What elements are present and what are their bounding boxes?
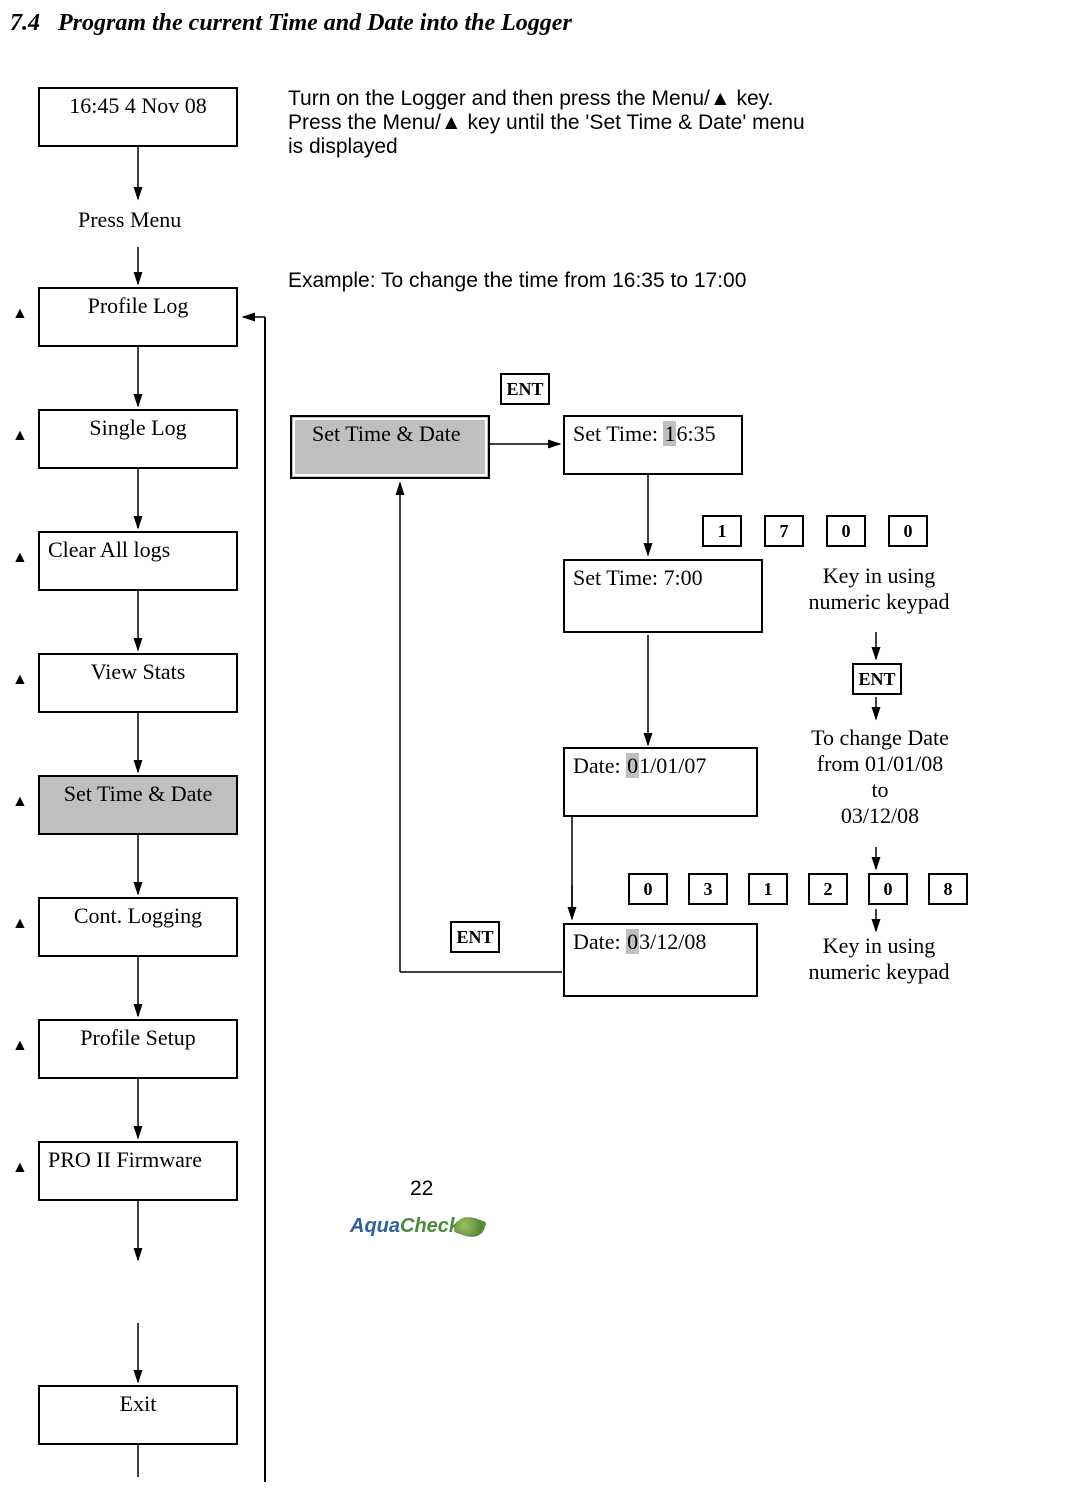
label-keyin-1: Key in usingnumeric keypad (794, 563, 964, 615)
menu-exit: Exit (38, 1385, 238, 1445)
section-heading: 7.4 Program the current Time and Date int… (10, 10, 1076, 39)
screen-date-1: Date: 01/01/07 (563, 747, 758, 817)
key-0: 0 (888, 515, 928, 547)
screen-home-text: 16:45 4 Nov 08 (69, 93, 207, 119)
screen-set-time-date: Set Time & Date (290, 415, 490, 479)
up-triangle-icon: ▲ (12, 671, 28, 689)
heading-title: Program the current Time and Date into t… (58, 10, 572, 36)
menu-cont-logging: Cont. Logging (38, 897, 238, 957)
key-7: 7 (764, 515, 804, 547)
label-press-menu: Press Menu (78, 207, 181, 233)
logo-aquacheck: AquaCheck (350, 1215, 484, 1238)
key-0: 0 (628, 873, 668, 905)
label-keyin-2: Key in usingnumeric keypad (794, 933, 964, 985)
up-triangle-icon: ▲ (12, 427, 28, 445)
up-triangle-icon: ▲ (12, 793, 28, 811)
key-2: 2 (808, 873, 848, 905)
menu-firmware: PRO II Firmware (38, 1141, 238, 1201)
menu-profile-setup: Profile Setup (38, 1019, 238, 1079)
key-0: 0 (868, 873, 908, 905)
key-1: 1 (748, 873, 788, 905)
up-triangle-icon: ▲ (12, 1159, 28, 1177)
key-ent-3: ENT (450, 921, 500, 953)
up-triangle-icon: ▲ (12, 305, 28, 323)
heading-number: 7.4 (10, 10, 40, 36)
key-ent-2: ENT (852, 663, 902, 695)
label-change-date: To change Date from 01/01/08 to 03/12/08 (780, 725, 980, 829)
page-number: 22 (410, 1177, 433, 1201)
key-3: 3 (688, 873, 728, 905)
menu-view-stats: View Stats (38, 653, 238, 713)
menu-clear-all: Clear All logs (38, 531, 238, 591)
screen-set-time-2: Set Time: 7:00 (563, 559, 763, 633)
intro-line-3: is displayed (288, 135, 398, 158)
key-ent-1: ENT (500, 373, 550, 405)
intro-line-2: Press the Menu/▲ key until the 'Set Time… (288, 111, 805, 134)
key-1: 1 (702, 515, 742, 547)
intro-text: Turn on the Logger and then press the Me… (288, 87, 928, 159)
key-0: 0 (826, 515, 866, 547)
menu-set-time-date: Set Time & Date (38, 775, 238, 835)
screen-set-time-1: Set Time: 16:35 (563, 415, 743, 475)
up-triangle-icon: ▲ (12, 915, 28, 933)
screen-date-2: Date: 03/12/08 (563, 923, 758, 997)
menu-single-log: Single Log (38, 409, 238, 469)
example-text: Example: To change the time from 16:35 t… (288, 269, 746, 293)
menu-profile-log: Profile Log (38, 287, 238, 347)
diagram-container: 16:45 4 Nov 08 Press Menu Turn on the Lo… (10, 47, 1076, 1487)
up-triangle-icon: ▲ (12, 549, 28, 567)
up-triangle-icon: ▲ (12, 1037, 28, 1055)
key-8: 8 (928, 873, 968, 905)
screen-home: 16:45 4 Nov 08 (38, 87, 238, 147)
intro-line-1: Turn on the Logger and then press the Me… (288, 87, 773, 110)
